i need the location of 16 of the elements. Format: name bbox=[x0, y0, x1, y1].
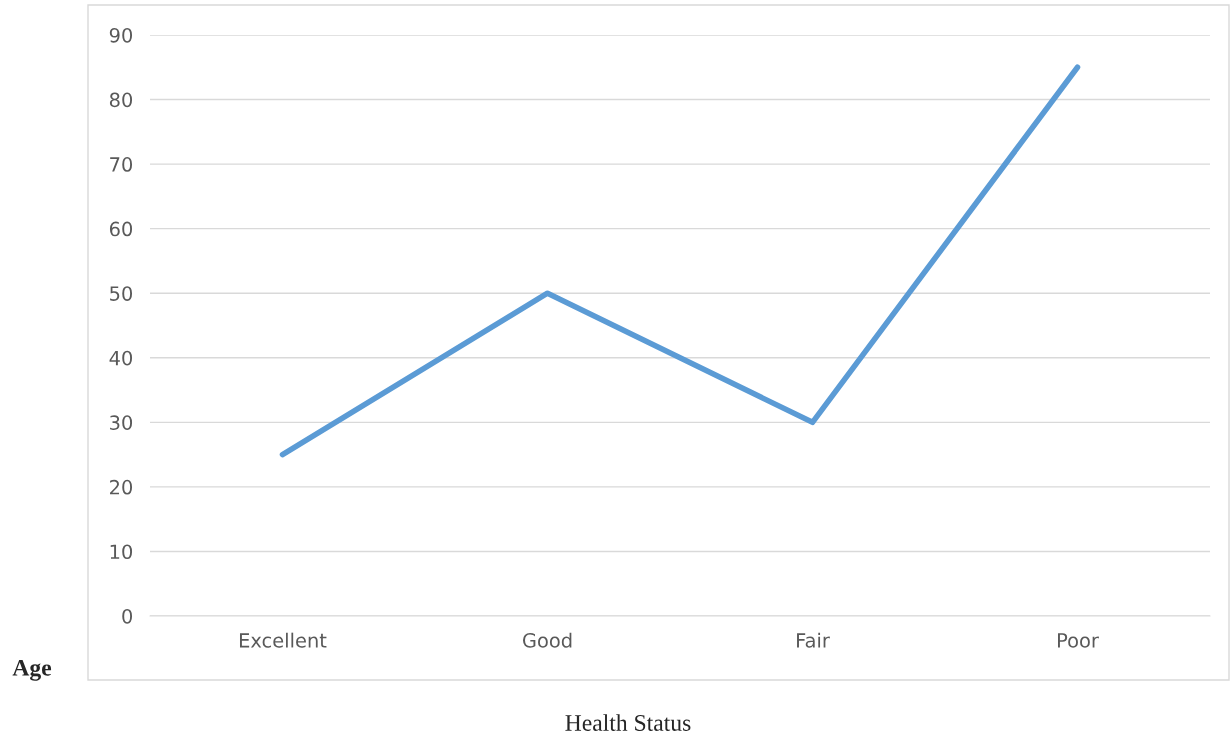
x-tick-label: Poor bbox=[1058, 633, 1099, 648]
y-tick-label: 70 bbox=[110, 157, 133, 172]
y-tick-label: 80 bbox=[109, 92, 133, 108]
y-tick-label: 30 bbox=[110, 415, 133, 430]
y-tick-label: 90 bbox=[109, 27, 133, 43]
y-tick-label: 50 bbox=[110, 286, 133, 301]
y-tick-label: 60 bbox=[109, 221, 133, 237]
x-tick-label: Excellent bbox=[240, 632, 327, 648]
x-axis-title: Health Status bbox=[565, 714, 691, 731]
y-tick-label: 20 bbox=[110, 479, 133, 495]
y-tick-label: 40 bbox=[109, 350, 133, 366]
x-tick-label: Fair bbox=[797, 632, 830, 648]
y-axis-title: Age bbox=[12, 659, 52, 681]
y-tick-label: 10 bbox=[110, 544, 133, 560]
x-tick-label: Good bbox=[522, 632, 572, 648]
y-tick-label: 0 bbox=[122, 608, 133, 624]
